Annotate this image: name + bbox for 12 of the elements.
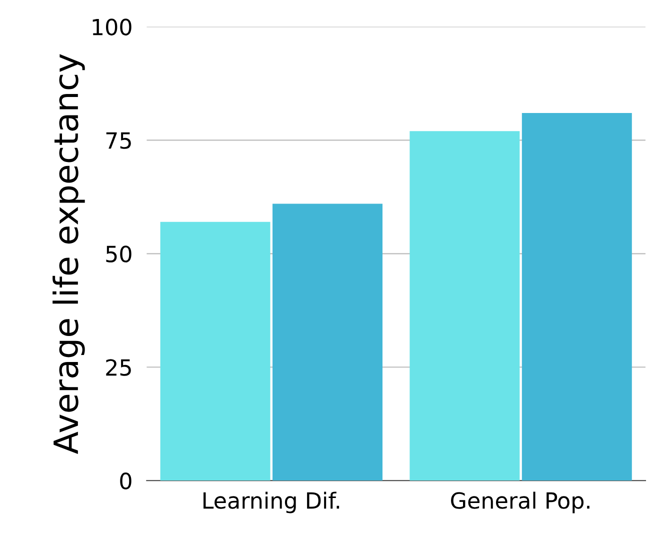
bar xyxy=(272,204,382,481)
y-axis-title: Average life expectancy xyxy=(52,54,85,454)
bar xyxy=(522,112,632,481)
x-tick-label: Learning Dif. xyxy=(204,492,340,514)
y-tick-label: 0 xyxy=(120,472,132,490)
y-tick-label: 25 xyxy=(106,359,131,376)
bar xyxy=(410,131,520,481)
bar xyxy=(160,222,270,481)
y-tick-label: 50 xyxy=(106,246,132,262)
x-tick-label: General Pop. xyxy=(451,492,590,514)
y-tick-label: 75 xyxy=(106,132,131,149)
y-tick-label: 100 xyxy=(92,18,132,36)
